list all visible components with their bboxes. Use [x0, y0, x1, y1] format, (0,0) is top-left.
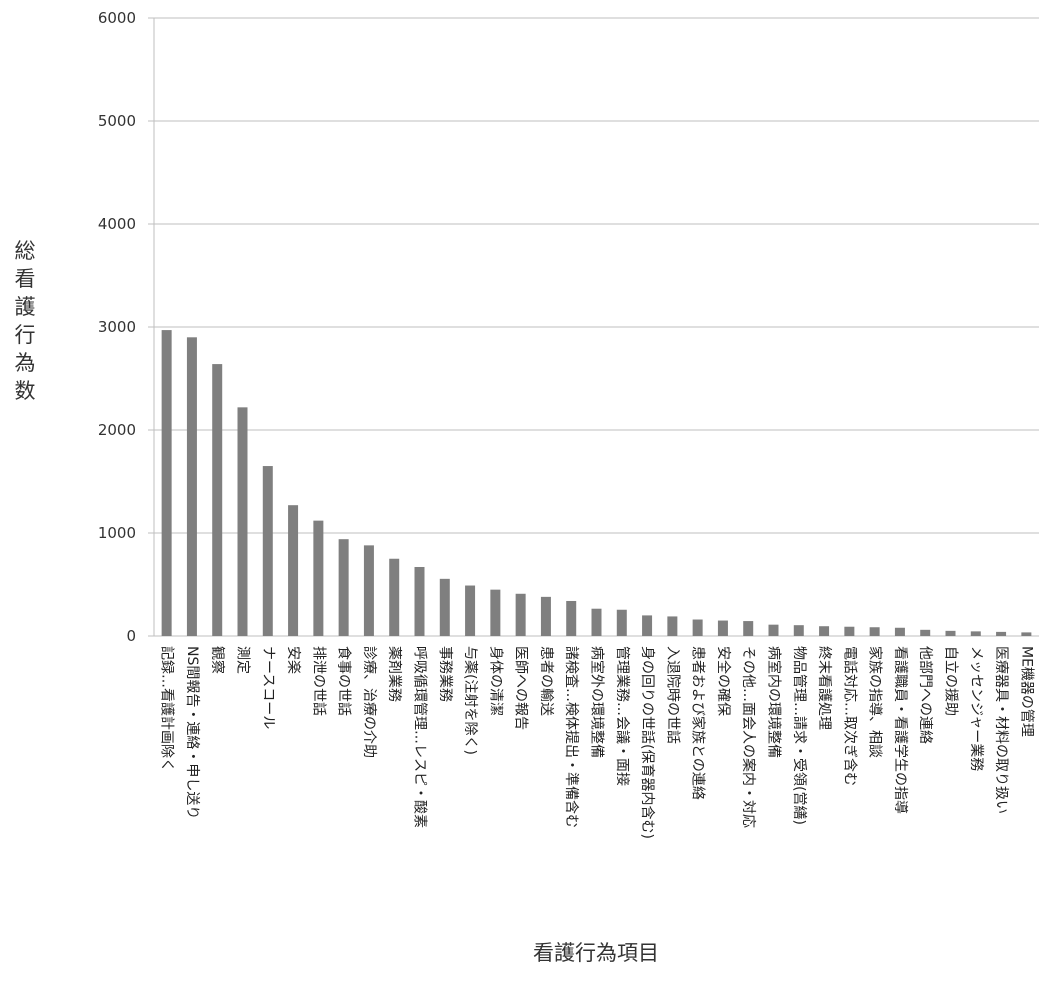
- category-label: 患者の輸送: [538, 646, 554, 716]
- y-axis-title: 総看護行為数: [15, 239, 36, 403]
- category-label: 家族の指導、相談: [867, 646, 884, 758]
- bar: [262, 466, 273, 636]
- bar: [465, 585, 476, 636]
- category-label: 諸検査…検体提出・準備含む: [563, 646, 579, 828]
- category-label: 電話対応…取次ぎ含む: [841, 646, 858, 786]
- bar: [869, 627, 880, 636]
- y-tick-label: 5000: [98, 112, 136, 130]
- bar: [212, 364, 223, 636]
- category-label: NS間報告・連絡・申し送り: [184, 646, 200, 819]
- bar: [793, 625, 804, 636]
- bar: [591, 608, 602, 636]
- category-label: 記録…看護計画除く: [159, 646, 176, 772]
- category-label: 患者および家族との連絡: [690, 646, 707, 800]
- bar: [717, 620, 728, 636]
- category-label: 事務業務: [437, 646, 453, 702]
- bar: [743, 621, 754, 636]
- x-axis-title: 看護行為項目: [533, 941, 659, 965]
- bar: [186, 337, 197, 636]
- category-label: 医師への報告: [513, 646, 529, 730]
- category-label: 呼吸循環管理…レスピ・酸素: [412, 646, 428, 828]
- bar: [389, 558, 400, 636]
- bar: [996, 631, 1007, 636]
- y-tick-label: 2000: [98, 421, 136, 439]
- bar: [566, 600, 577, 636]
- category-label: 身の回りの世話(保育器内含む): [639, 646, 656, 839]
- bar: [894, 627, 905, 636]
- category-label: 自立の援助: [943, 646, 959, 716]
- bar: [970, 631, 981, 636]
- bar: [540, 596, 551, 636]
- category-label: 安全の確保: [715, 646, 732, 716]
- category-label: 薬剤業務: [386, 646, 402, 702]
- bar: [490, 589, 501, 636]
- bar: [414, 566, 425, 636]
- category-label: 終末看護処理: [816, 646, 832, 730]
- y-axis-title-text: 総看護行為数: [15, 239, 36, 403]
- bar: [945, 630, 956, 636]
- bars: [161, 330, 1032, 636]
- category-label: 食事の世話: [336, 646, 353, 716]
- bar: [920, 629, 931, 636]
- bar: [844, 626, 855, 636]
- y-tick-label: 6000: [98, 9, 136, 27]
- bar: [819, 626, 830, 636]
- bar: [515, 593, 526, 636]
- bar: [1021, 632, 1032, 636]
- category-label: メッセンジャー業務: [968, 646, 984, 771]
- category-label: 安楽: [285, 646, 301, 674]
- gridlines: [148, 17, 1039, 534]
- category-label: 観察: [209, 646, 226, 674]
- bar: [439, 578, 450, 636]
- category-label: 医療器具・材料の取り扱い: [993, 646, 1010, 814]
- bar: [692, 619, 703, 636]
- bar: [616, 609, 627, 636]
- category-label: ナースコール: [260, 646, 276, 729]
- category-label: 病室外の環境整備: [589, 646, 606, 758]
- category-label: 管理業務…会議・面接: [614, 646, 631, 786]
- y-tick-label: 4000: [98, 215, 136, 233]
- category-label: 測定: [235, 646, 251, 674]
- category-label: 病室内の環境整備: [766, 646, 783, 758]
- y-tick-label: 3000: [98, 318, 136, 336]
- category-label: その他…面会人の案内・対応: [740, 646, 757, 828]
- y-axis-ticks: 0 1000 2000 3000 4000 5000 6000: [98, 9, 136, 645]
- bar: [288, 505, 299, 636]
- category-label: 身体の清潔: [487, 646, 503, 716]
- bar: [768, 624, 779, 636]
- y-tick-label: 0: [126, 627, 136, 645]
- category-label: 看護職員・看護学生の指導: [892, 646, 908, 814]
- y-tick-label: 1000: [98, 524, 136, 542]
- category-label: 診療、治療の介助: [361, 646, 378, 758]
- bar: [338, 539, 349, 636]
- category-label: 他部門への連絡: [917, 646, 933, 744]
- bar: [642, 615, 653, 636]
- category-label: ME機器の管理: [1018, 646, 1034, 737]
- bar: [667, 616, 678, 636]
- category-label: 入退院時の世話: [664, 646, 681, 744]
- category-label: 物品管理…請求・受領(営繕): [791, 646, 808, 825]
- bar: [363, 545, 374, 636]
- category-labels: 記録…看護計画除く NS間報告・連絡・申し送り 観察 測定 ナースコール 安楽 排泄の世話食…: [159, 646, 1035, 839]
- category-label: 与薬(注射を除く): [462, 646, 478, 755]
- bar: [161, 330, 172, 636]
- bar: [237, 407, 248, 636]
- category-label: 排泄の世話: [310, 646, 327, 716]
- bar: [313, 520, 324, 636]
